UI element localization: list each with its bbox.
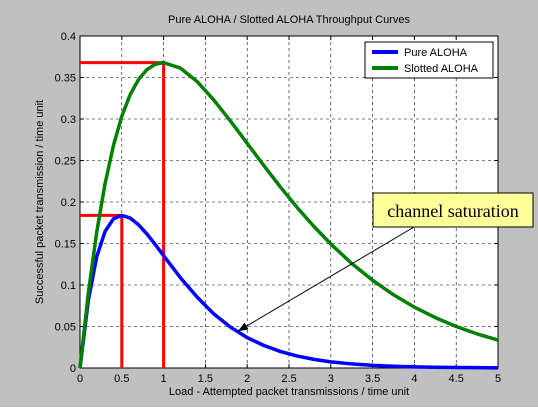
y-tick-label: 0.2 — [61, 197, 76, 209]
x-axis-label: Load - Attempted packet transmissions / … — [169, 386, 409, 398]
axis-ticks: 0 0.5 1 1.5 2 2.5 3 3.5 4 4.5 5 0 0.05 0.1 0.15 0.2 0.25… — [55, 31, 501, 385]
y-tick-label: 0.1 — [61, 280, 76, 292]
series-lines — [78, 60, 499, 370]
y-tick-label: 0 — [70, 363, 76, 375]
x-tick-label: 3 — [328, 373, 334, 385]
x-tick-label: 0.5 — [114, 373, 129, 385]
x-tick-label: 4 — [411, 373, 417, 385]
y-axis-label: Successful packet transmission / time un… — [34, 100, 46, 304]
x-tick-label: 1 — [161, 373, 167, 385]
x-tick-label: 4.5 — [449, 373, 464, 385]
x-tick-label: 2.5 — [281, 373, 296, 385]
annotation-text: channel saturation — [387, 201, 518, 221]
chart-title: Pure ALOHA / Slotted ALOHA Throughput Cu… — [168, 14, 410, 26]
annotation-box — [372, 192, 534, 228]
y-tick-label: 0.15 — [55, 239, 76, 251]
x-tick-label: 0 — [77, 373, 83, 385]
y-tick-label: 0.4 — [61, 31, 76, 43]
legend: Pure ALOHA Slotted ALOHA — [364, 41, 494, 79]
y-tick-label: 0.05 — [55, 322, 76, 334]
x-tick-label: 3.5 — [365, 373, 380, 385]
y-tick-label: 0.3 — [61, 114, 76, 126]
series-line-pure-aloha — [78, 213, 499, 370]
y-tick-label: 0.35 — [55, 73, 76, 85]
x-tick-label: 2 — [244, 373, 250, 385]
annotation: channel saturation — [237, 192, 534, 332]
y-tick-label: 0.25 — [55, 156, 76, 168]
legend-label-slotted-aloha: Slotted ALOHA — [404, 63, 479, 75]
x-tick-label: 5 — [495, 373, 501, 385]
legend-box — [364, 41, 494, 79]
series-line-slotted-aloha — [78, 60, 499, 369]
annotation-arrow — [237, 226, 415, 332]
x-tick-label: 1.5 — [198, 373, 213, 385]
legend-label-pure-aloha: Pure ALOHA — [404, 47, 468, 59]
